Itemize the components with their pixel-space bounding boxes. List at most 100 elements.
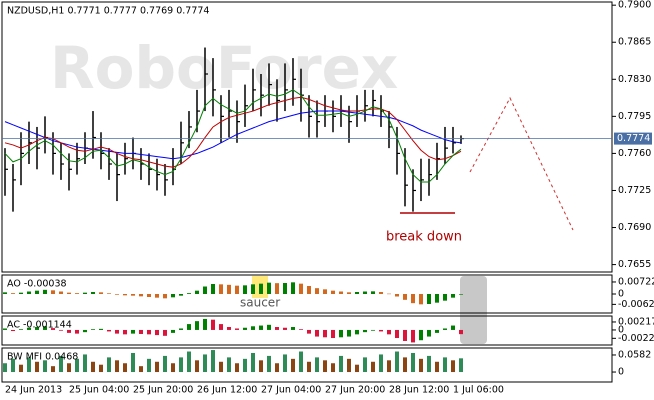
- x-tick-label: 27 Jun 04:00: [261, 385, 321, 396]
- annotation: saucer: [240, 296, 280, 310]
- histogram-bar: [387, 293, 391, 295]
- histogram-bar: [363, 291, 367, 294]
- histogram-bar: [419, 358, 423, 373]
- histogram-bar: [155, 329, 159, 336]
- histogram-bar: [387, 329, 391, 335]
- histogram-bar: [411, 352, 415, 373]
- last-price-label: 0.7774: [617, 133, 650, 144]
- histogram-bar: [299, 329, 303, 330]
- histogram-bar: [403, 357, 407, 373]
- histogram-bar: [75, 293, 79, 294]
- histogram-bar: [171, 363, 175, 373]
- histogram-bar: [307, 329, 311, 334]
- histogram-bar: [235, 285, 239, 294]
- x-tick-label: 25 Jun 20:00: [133, 385, 193, 396]
- histogram-bar: [107, 357, 111, 373]
- histogram-bar: [211, 350, 215, 373]
- histogram-bar: [331, 290, 335, 294]
- histogram-bar: [51, 290, 55, 294]
- histogram-bar: [427, 294, 431, 304]
- histogram-bar: [187, 351, 191, 373]
- histogram-bar: [419, 329, 423, 341]
- histogram-bar: [179, 328, 183, 330]
- histogram-bar: [51, 366, 55, 373]
- histogram-bar: [67, 329, 71, 333]
- histogram-bar: [219, 361, 223, 373]
- histogram-bar: [91, 329, 95, 330]
- histogram-bar: [355, 364, 359, 373]
- histogram-bar: [363, 329, 367, 333]
- histogram-bar: [403, 329, 407, 341]
- histogram-bar: [371, 329, 375, 331]
- histogram-bar: [147, 358, 151, 373]
- histogram-bar: [123, 294, 127, 296]
- histogram-bar: [339, 355, 343, 373]
- indicator-line: [4, 110, 462, 160]
- histogram-bar: [347, 292, 351, 294]
- pane-title: BW MFI 0.0468: [7, 352, 78, 363]
- histogram-bar: [91, 292, 95, 294]
- indicator-line: [4, 96, 462, 168]
- histogram-bar: [219, 324, 223, 330]
- histogram-bar: [427, 329, 431, 337]
- histogram-bar: [195, 290, 199, 294]
- watermark: RoboForex: [50, 34, 398, 102]
- histogram-bar: [243, 327, 247, 330]
- histogram-bar: [115, 329, 119, 334]
- y-tick-label: 0.7690: [618, 222, 651, 233]
- histogram-bar: [179, 294, 183, 296]
- histogram-bar: [259, 283, 263, 294]
- histogram-bar: [331, 329, 335, 339]
- histogram-bar: [451, 325, 455, 330]
- histogram-bar: [99, 364, 103, 373]
- histogram-bar: [331, 363, 335, 373]
- histogram-bar: [211, 284, 215, 294]
- histogram-bar: [411, 329, 415, 343]
- histogram-bar: [395, 351, 399, 373]
- pane-frame: [1, 347, 613, 383]
- y-tick-label: 0.00722: [618, 276, 654, 287]
- histogram-bar: [195, 360, 199, 373]
- histogram-bar: [323, 329, 327, 338]
- histogram-bar: [419, 294, 423, 305]
- histogram-bar: [379, 292, 383, 294]
- histogram-bar: [147, 329, 151, 335]
- histogram-bar: [283, 283, 287, 294]
- histogram-bar: [435, 294, 439, 303]
- histogram-bar: [59, 355, 63, 373]
- histogram-bar: [51, 328, 55, 330]
- histogram-bar: [171, 294, 175, 298]
- histogram-bar: [435, 361, 439, 373]
- histogram-bar: [299, 283, 303, 294]
- histogram-bar: [379, 329, 383, 332]
- histogram-bar: [3, 292, 7, 294]
- y-tick-label: 0.7900: [618, 0, 651, 11]
- histogram-bar: [219, 284, 223, 294]
- histogram-bar: [267, 282, 271, 294]
- histogram-bar: [171, 329, 175, 333]
- histogram-bar: [35, 290, 39, 294]
- histogram-bar: [83, 354, 87, 373]
- histogram-bar: [203, 318, 207, 330]
- histogram-bar: [83, 292, 87, 294]
- histogram-bar: [19, 329, 23, 330]
- y-tick-label: 0.002173: [618, 316, 654, 327]
- histogram-bar: [267, 355, 271, 373]
- histogram-bar: [27, 291, 31, 294]
- histogram-bar: [323, 360, 327, 373]
- histogram-bar: [115, 294, 119, 295]
- y-tick-label: 0.7865: [618, 37, 651, 48]
- histogram-bar: [35, 361, 39, 373]
- histogram-bar: [459, 358, 463, 373]
- histogram-bar: [11, 358, 15, 373]
- histogram-bar: [27, 357, 31, 373]
- shade: [460, 276, 487, 344]
- histogram-bar: [99, 328, 103, 330]
- histogram-bar: [347, 358, 351, 373]
- histogram-bar: [243, 285, 247, 294]
- histogram-bar: [275, 363, 279, 373]
- x-tick-label: 27 Jun 20:00: [325, 385, 385, 396]
- histogram-bar: [443, 357, 447, 373]
- histogram-bar: [155, 294, 159, 298]
